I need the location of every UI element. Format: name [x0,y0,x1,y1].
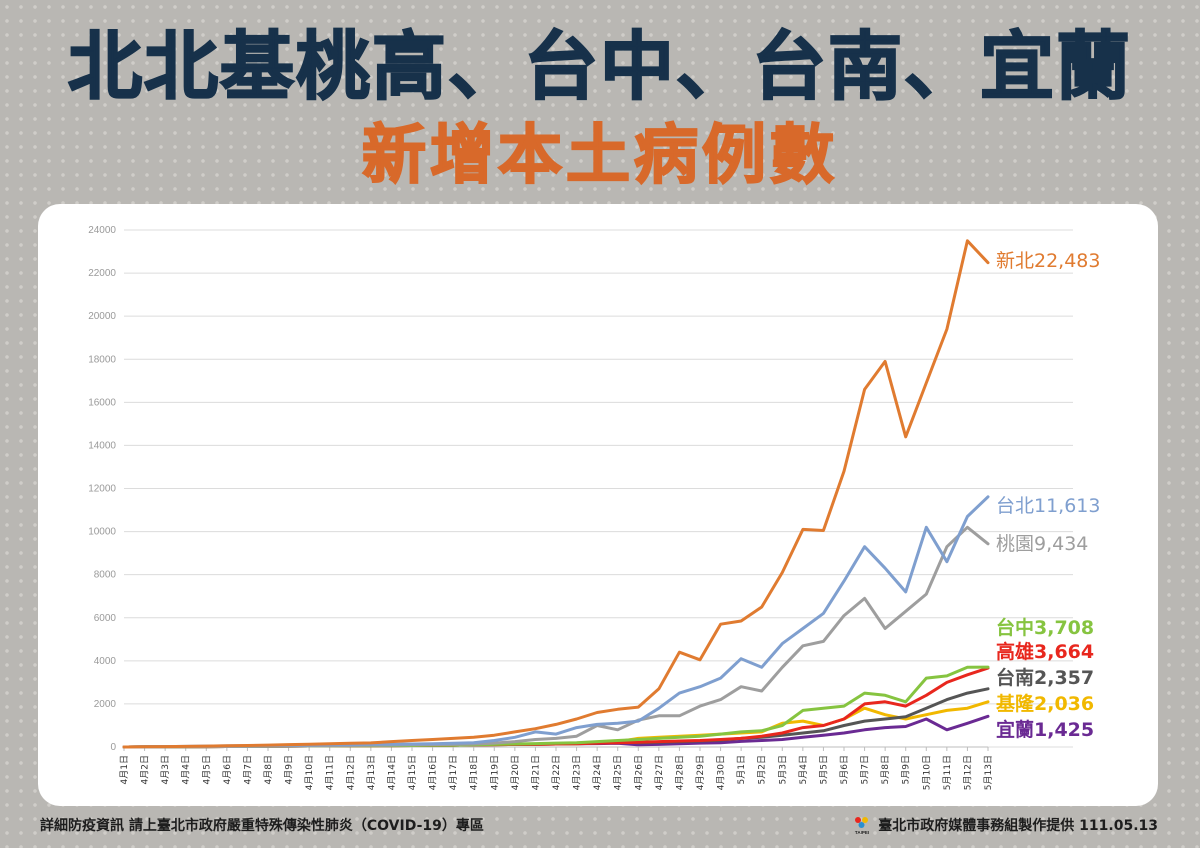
x-tick-label: 4月22日 [551,755,562,790]
x-tick-label: 5月8日 [880,755,891,784]
x-tick-label: 4月30日 [716,755,727,790]
series-label-新北: 新北22,483 [996,250,1100,272]
x-tick-label: 4月6日 [222,755,233,784]
series-label-台中: 台中3,708 [996,616,1094,639]
x-tick-label: 4月5日 [201,755,212,784]
x-tick-label: 4月26日 [633,755,644,790]
x-tick-label: 4月21日 [530,755,541,790]
y-tick-label: 22000 [88,268,116,279]
y-tick-label: 20000 [88,311,116,322]
x-tick-label: 5月1日 [736,755,747,784]
series-label-台北: 台北11,613 [996,495,1100,517]
x-tick-label: 5月2日 [757,755,768,784]
x-tick-label: 4月25日 [613,755,624,790]
x-tick-label: 4月9日 [284,755,295,784]
x-tick-label: 4月7日 [242,755,253,784]
y-tick-label: 6000 [94,613,117,624]
series-label-基隆: 基隆2,036 [995,692,1094,715]
taipei-logo-icon: TAIPEI [852,815,872,835]
x-tick-label: 4月4日 [181,755,192,784]
x-tick-label: 4月29日 [695,755,706,790]
x-tick-label: 5月7日 [860,755,871,784]
series-label-台南: 台南2,357 [996,666,1094,689]
y-tick-label: 16000 [88,397,116,408]
x-tick-label: 4月12日 [345,755,356,790]
line-chart: 0 2000 4000 6000 8000 10000 12000 14000 16000 180… [88,225,1100,790]
footer-credit-text: 臺北市政府媒體事務組製作提供 111.05.13 [878,818,1158,834]
x-tick-label: 4月27日 [654,755,665,790]
series-label-高雄: 高雄3,664 [996,640,1094,663]
page-subtitle: 新增本土病例數 [361,118,838,194]
x-tick-label: 5月4日 [798,755,809,784]
series-label-宜蘭: 宜蘭1,425 [996,718,1094,741]
x-tick-label: 4月3日 [160,755,171,784]
x-tick-label: 4月19日 [489,755,500,790]
footer-credit: TAIPEI 臺北市政府媒體事務組製作提供 111.05.13 [852,815,1158,835]
series-line-新北 [122,239,990,749]
x-tick-label: 4月2日 [140,755,151,784]
x-tick-label: 5月10日 [921,755,932,790]
series-label-桃園: 桃園9,434 [996,533,1088,555]
y-tick-label: 10000 [88,527,116,538]
x-tick-label: 5月11日 [942,755,953,790]
y-tick-label: 4000 [94,656,117,667]
x-tick-label: 4月1日 [119,755,130,784]
y-tick-label: 14000 [88,440,116,451]
x-tick-label: 4月10日 [304,755,315,790]
footer-info: 詳細防疫資訊 請上臺北市政府嚴重特殊傳染性肺炎（COVID-19）專區 [40,818,484,834]
x-tick-label: 4月14日 [386,755,397,790]
x-tick-label: 4月15日 [407,755,418,790]
y-tick-label: 24000 [88,225,116,236]
x-tick-label: 4月18日 [469,755,480,790]
series-line-桃園 [122,525,990,749]
x-tick-label: 5月6日 [839,755,850,784]
y-tick-label: 8000 [94,570,117,581]
y-tick-label: 0 [110,742,116,753]
x-tick-label: 4月11日 [325,755,336,790]
y-tick-label: 2000 [94,699,117,710]
x-tick-label: 5月12日 [962,755,973,790]
svg-text:TAIPEI: TAIPEI [855,830,869,835]
page-title: 北北基桃高、台中、台南、宜蘭 [67,23,1132,111]
y-tick-label: 12000 [88,484,116,495]
y-tick-label: 18000 [88,354,116,365]
x-tick-label: 4月8日 [263,755,274,784]
x-tick-label: 4月20日 [510,755,521,790]
x-tick-label: 4月24日 [592,755,603,790]
x-tick-label: 5月13日 [983,755,994,790]
x-tick-label: 4月23日 [572,755,583,790]
x-tick-label: 4月13日 [366,755,377,790]
x-tick-label: 4月16日 [428,755,439,790]
x-tick-label: 5月3日 [777,755,788,784]
x-tick-label: 5月9日 [901,755,912,784]
x-tick-label: 4月17日 [448,755,459,790]
x-tick-label: 5月5日 [818,755,829,784]
x-tick-label: 4月28日 [674,755,685,790]
